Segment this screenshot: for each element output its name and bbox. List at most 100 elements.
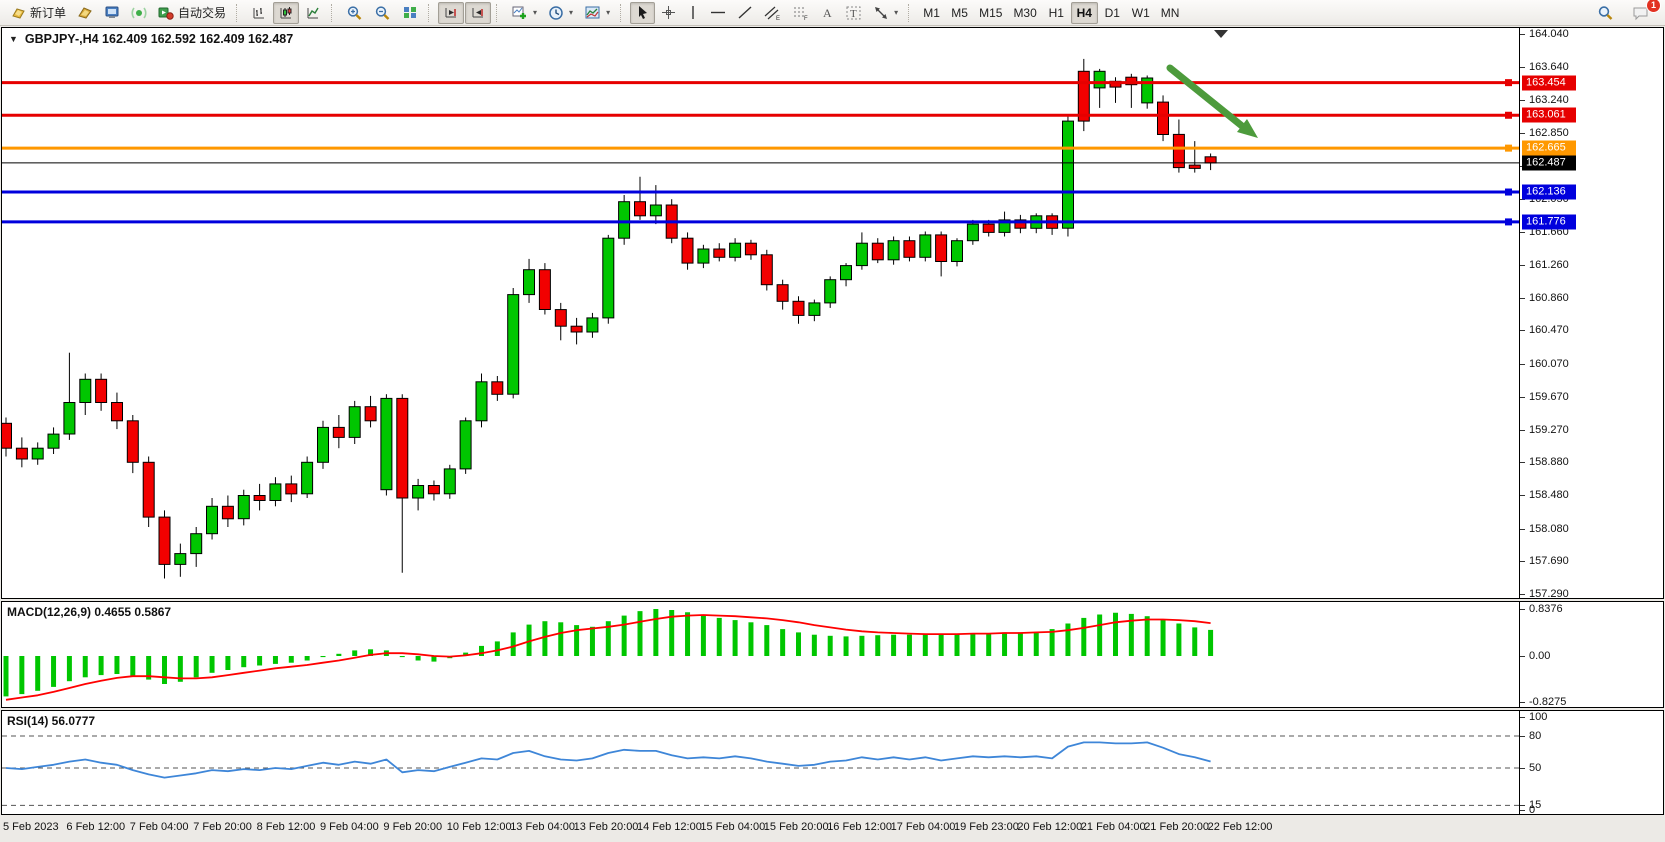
candle-body — [237, 495, 250, 520]
candle-body — [649, 204, 662, 217]
candlestick-chart-button[interactable] — [273, 1, 300, 24]
autotrading-icon — [158, 5, 174, 20]
price-tick-mark — [1520, 594, 1525, 596]
svg-text:F: F — [804, 16, 808, 21]
candle-body — [1172, 133, 1185, 169]
timeframe-m5-button[interactable]: M5 — [946, 2, 973, 24]
candle-body — [792, 300, 805, 316]
bar-chart-button[interactable] — [246, 2, 272, 24]
price-tick-mark — [1520, 264, 1525, 266]
text-label-button[interactable]: T — [840, 2, 867, 24]
search-icon — [1597, 5, 1614, 21]
signals-button[interactable] — [126, 2, 152, 24]
crosshair-button[interactable] — [656, 2, 681, 24]
chat-button[interactable]: 1 — [1627, 0, 1661, 24]
line-anchor-handle[interactable] — [1505, 218, 1512, 226]
line-anchor-handle[interactable] — [1505, 111, 1512, 119]
rsi-label: RSI(14) 56.0777 — [7, 714, 96, 728]
trend-arrow-line[interactable] — [1166, 64, 1246, 130]
arrows-button[interactable]: ▾ — [868, 2, 903, 24]
timeframe-m30-button[interactable]: M30 — [1008, 2, 1041, 24]
macd-axis[interactable]: 0.8376 0.00 -0.8275 — [1519, 602, 1663, 707]
price-line-label: 161.776 — [1522, 214, 1576, 230]
gold-tag-button[interactable] — [72, 2, 98, 24]
zoom-in-button[interactable] — [341, 2, 368, 24]
crosshair-icon — [661, 5, 676, 20]
text-button[interactable]: A — [815, 2, 839, 24]
timeframe-m1-button[interactable]: M1 — [918, 2, 945, 24]
candle-body — [15, 447, 28, 460]
svg-text:E: E — [776, 16, 780, 21]
chart-shift-button[interactable] — [465, 1, 492, 24]
auto-scroll-button[interactable] — [438, 1, 465, 24]
new-order-button[interactable]: 新订单 — [6, 2, 71, 24]
equidistant-channel-button[interactable]: E — [759, 2, 786, 24]
horizontal-line-button[interactable] — [705, 2, 731, 24]
search-button[interactable] — [1592, 2, 1619, 24]
rsi-tick-mark — [1520, 735, 1525, 737]
time-axis[interactable]: 5 Feb 2023 6 Feb 12:00 7 Feb 04:00 7 Feb 20… — [1, 816, 1664, 842]
candle-body — [855, 242, 868, 267]
candle-body — [443, 468, 456, 495]
dropdown-icon[interactable]: ▾ — [606, 8, 611, 17]
time-axis-label: 17 Feb 04:00 — [890, 821, 956, 833]
dropdown-icon[interactable]: ▾ — [894, 8, 899, 17]
candle-body — [475, 381, 488, 422]
candle-body — [206, 505, 218, 535]
candle-body — [63, 402, 76, 435]
macd-layer — [3, 609, 1214, 701]
price-tick-mark — [1520, 462, 1525, 464]
timeframe-mn-button[interactable]: MN — [1156, 2, 1185, 24]
autotrading-button[interactable]: 自动交易 — [153, 2, 231, 24]
price-pane[interactable]: ▼ GBPJPY-,H4 162.409 162.592 162.409 162… — [1, 27, 1664, 599]
candle-body — [998, 219, 1011, 233]
macd-tick-mark — [1520, 702, 1525, 704]
dropdown-icon[interactable]: ▾ — [533, 8, 538, 17]
macd-signal-line — [5, 614, 1211, 701]
timeframe-d1-button[interactable]: D1 — [1099, 2, 1126, 24]
price-line-label: 162.665 — [1522, 140, 1576, 156]
metaeditor-button[interactable] — [99, 2, 125, 24]
candle-body — [951, 240, 963, 262]
toolbar-separator — [908, 3, 913, 22]
equidistant-channel-icon: E — [764, 5, 781, 21]
candle-body — [697, 248, 710, 264]
line-chart-button[interactable] — [300, 2, 326, 24]
tile-windows-button[interactable] — [397, 2, 423, 24]
trendline-icon — [737, 5, 753, 20]
trend-arrow-head[interactable] — [1237, 119, 1258, 138]
rsi-pane[interactable]: RSI(14) 56.0777 100 80 50 15 0 — [1, 710, 1664, 815]
collapse-icon[interactable]: ▼ — [9, 34, 18, 44]
price-line-label: 162.136 — [1522, 184, 1576, 200]
templates-button[interactable]: ▾ — [579, 2, 615, 24]
price-tick-mark — [1520, 132, 1525, 134]
time-axis-label: 16 Feb 12:00 — [827, 821, 893, 833]
new-order-label: 新订单 — [30, 6, 67, 20]
fibonacci-button[interactable]: F — [787, 2, 814, 24]
candle-body — [1077, 70, 1090, 122]
vertical-line-button[interactable] — [682, 2, 704, 24]
price-tick-label: 164.040 — [1529, 28, 1569, 40]
timeframe-m15-button[interactable]: M15 — [974, 2, 1007, 24]
price-line-label: 162.487 — [1522, 155, 1576, 171]
add-indicator-button[interactable]: ▾ — [506, 2, 542, 24]
toolbar-group-scroll — [436, 1, 493, 24]
line-anchor-handle[interactable] — [1505, 144, 1512, 152]
trendline-button[interactable] — [732, 2, 758, 24]
periods-button[interactable]: ▾ — [543, 2, 578, 24]
cursor-button[interactable] — [630, 1, 656, 24]
price-axis[interactable]: 164.040163.640163.240162.850162.450162.0… — [1519, 28, 1663, 598]
timeframe-w1-button[interactable]: W1 — [1127, 2, 1155, 24]
macd-pane[interactable]: MACD(12,26,9) 0.4655 0.5867 0.8376 0.00 -0… — [1, 601, 1664, 708]
candle-body — [982, 223, 995, 233]
price-line-label: 163.061 — [1522, 107, 1576, 123]
timeframe-h4-button[interactable]: H4 — [1070, 1, 1098, 24]
line-anchor-handle[interactable] — [1505, 79, 1512, 87]
rsi-axis[interactable]: 100 80 50 15 0 — [1519, 711, 1663, 814]
zoom-out-button[interactable] — [369, 2, 396, 24]
dropdown-icon[interactable]: ▾ — [569, 8, 574, 17]
candle-body — [507, 294, 520, 395]
chart-shift-icon — [470, 5, 486, 20]
timeframe-h1-button[interactable]: H1 — [1043, 2, 1070, 24]
line-anchor-handle[interactable] — [1505, 188, 1512, 196]
